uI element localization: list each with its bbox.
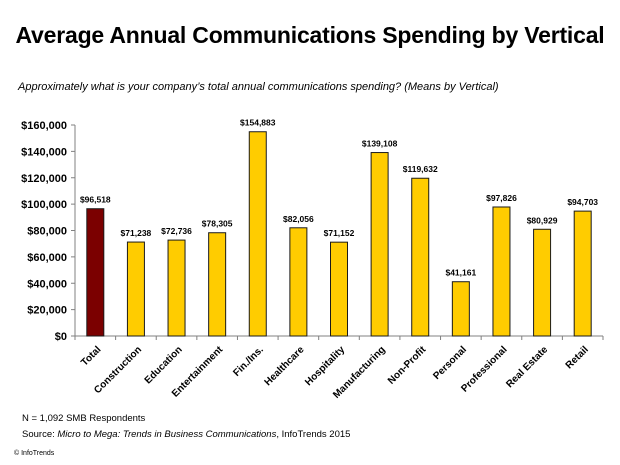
y-tick-label: $80,000: [27, 226, 67, 238]
y-tick-label: $160,000: [21, 120, 67, 132]
x-tick-label: Non-Profit: [386, 344, 429, 387]
chart-title: Average Annual Communications Spending b…: [15, 22, 605, 48]
bar-education: [167, 239, 186, 337]
data-label: $97,826: [486, 193, 517, 203]
y-tick-label: $40,000: [27, 278, 67, 290]
data-label: $72,736: [161, 226, 192, 236]
data-label: $71,152: [324, 228, 355, 238]
data-label: $94,703: [567, 197, 598, 207]
x-tick-label: Real Estate: [504, 344, 550, 390]
source-note: Source: Micro to Mega: Trends in Busines…: [22, 429, 350, 440]
data-label: $80,929: [527, 215, 558, 225]
data-label: $78,305: [202, 219, 233, 229]
bar-total: [86, 208, 105, 337]
x-tick-label: Total: [79, 344, 103, 368]
x-tick-label: Education: [143, 344, 185, 386]
x-tick-label: Fin./Ins.: [231, 344, 266, 379]
data-label: $82,056: [283, 214, 314, 224]
x-tick-label: Retail: [564, 344, 591, 371]
bar-real-estate: [533, 228, 552, 337]
y-tick-label: $120,000: [21, 173, 67, 185]
x-tick-label: Personal: [431, 344, 469, 382]
bar-manufacturing: [370, 152, 389, 337]
copyright: © InfoTrends: [14, 450, 55, 457]
y-tick-label: $0: [55, 331, 67, 343]
data-label: $119,632: [403, 164, 438, 174]
bar-healthcare: [289, 227, 308, 337]
bar-construction: [126, 241, 145, 337]
sample-size-note: N = 1,092 SMB Respondents: [22, 413, 146, 424]
x-tick-label: Hospitality: [303, 344, 347, 388]
bar-personal: [451, 281, 470, 337]
source-prefix: Source:: [22, 429, 58, 440]
data-label: $71,238: [121, 228, 152, 238]
chart-subtitle: Approximately what is your company’s tot…: [18, 81, 499, 93]
bar-non-profit: [411, 177, 430, 337]
data-label: $96,518: [80, 195, 111, 205]
y-tick-label: $140,000: [21, 146, 67, 158]
source-title: Micro to Mega: Trends in Business Commun…: [57, 429, 277, 440]
bar-entertainment: [208, 232, 227, 337]
data-label: $154,883: [240, 118, 276, 128]
bar-fin-ins: [248, 131, 267, 337]
x-tick-label: Healthcare: [263, 344, 307, 388]
data-label: $41,161: [445, 268, 476, 278]
y-tick-label: $20,000: [27, 305, 67, 317]
source-suffix: , InfoTrends 2015: [276, 429, 351, 440]
bar-retail: [573, 210, 592, 337]
data-label: $139,108: [362, 139, 398, 149]
bar-professional: [492, 206, 511, 337]
bar-hospitality: [330, 241, 348, 337]
y-tick-label: $60,000: [27, 252, 67, 264]
y-tick-label: $100,000: [21, 199, 67, 211]
